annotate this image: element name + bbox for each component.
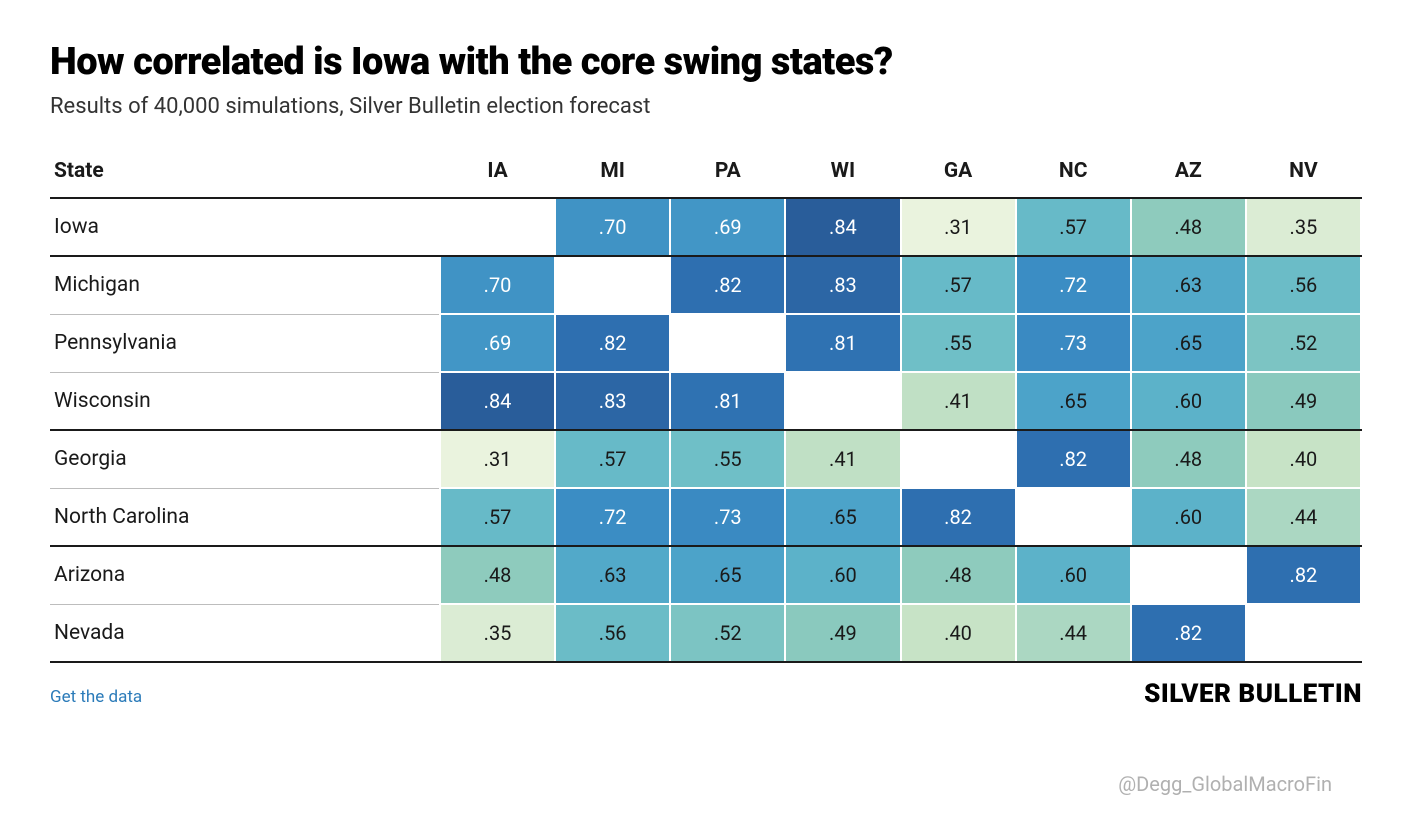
heatmap-cell [1246, 604, 1361, 662]
row-header: Michigan [50, 256, 440, 314]
heatmap-cell: .82 [1246, 546, 1361, 604]
heatmap-cell: .83 [785, 256, 900, 314]
get-the-data-link[interactable]: Get the data [50, 687, 142, 707]
row-header: Iowa [50, 198, 440, 256]
heatmap-cell: .35 [1246, 198, 1361, 256]
heatmap-cell: .63 [555, 546, 670, 604]
heatmap-cell: .60 [1131, 488, 1246, 546]
column-header: AZ [1131, 149, 1246, 198]
row-header: Georgia [50, 430, 440, 488]
page-subtitle: Results of 40,000 simulations, Silver Bu… [50, 94, 1362, 119]
column-header: IA [440, 149, 555, 198]
heatmap-cell: .65 [1016, 372, 1131, 430]
heatmap-cell: .57 [555, 430, 670, 488]
heatmap-cell: .83 [555, 372, 670, 430]
column-header: MI [555, 149, 670, 198]
heatmap-cell: .55 [901, 314, 1016, 372]
heatmap-cell: .52 [670, 604, 785, 662]
column-header: PA [670, 149, 785, 198]
heatmap-cell [785, 372, 900, 430]
heatmap-cell: .72 [1016, 256, 1131, 314]
heatmap-cell: .57 [440, 488, 555, 546]
heatmap-cell: .44 [1016, 604, 1131, 662]
heatmap-cell: .81 [670, 372, 785, 430]
heatmap-cell: .63 [1131, 256, 1246, 314]
row-header: North Carolina [50, 488, 440, 546]
correlation-heatmap: StateIAMIPAWIGANCAZNV Iowa.70.69.84.31.5… [50, 149, 1362, 663]
heatmap-cell: .82 [1131, 604, 1246, 662]
heatmap-cell: .73 [670, 488, 785, 546]
column-header-state: State [50, 149, 440, 198]
heatmap-cell: .41 [785, 430, 900, 488]
heatmap-cell: .60 [785, 546, 900, 604]
heatmap-cell: .69 [670, 198, 785, 256]
heatmap-cell: .31 [901, 198, 1016, 256]
heatmap-cell: .48 [1131, 198, 1246, 256]
heatmap-cell [1016, 488, 1131, 546]
heatmap-cell: .49 [785, 604, 900, 662]
heatmap-cell: .65 [785, 488, 900, 546]
heatmap-cell: .82 [1016, 430, 1131, 488]
heatmap-cell: .65 [1131, 314, 1246, 372]
heatmap-cell: .52 [1246, 314, 1361, 372]
heatmap-cell [555, 256, 670, 314]
heatmap-cell: .84 [440, 372, 555, 430]
heatmap-cell: .40 [1246, 430, 1361, 488]
column-header: NC [1016, 149, 1131, 198]
heatmap-cell: .35 [440, 604, 555, 662]
heatmap-cell [440, 198, 555, 256]
row-header: Nevada [50, 604, 440, 662]
heatmap-cell: .82 [901, 488, 1016, 546]
heatmap-cell: .73 [1016, 314, 1131, 372]
row-header: Wisconsin [50, 372, 440, 430]
heatmap-cell: .57 [1016, 198, 1131, 256]
column-header: GA [901, 149, 1016, 198]
heatmap-cell: .69 [440, 314, 555, 372]
heatmap-cell: .48 [901, 546, 1016, 604]
column-header: WI [785, 149, 900, 198]
heatmap-cell: .60 [1131, 372, 1246, 430]
brand-label: SILVER BULLETIN [1144, 679, 1362, 709]
heatmap-cell: .49 [1246, 372, 1361, 430]
heatmap-cell: .84 [785, 198, 900, 256]
heatmap-cell: .82 [555, 314, 670, 372]
heatmap-cell: .70 [555, 198, 670, 256]
heatmap-cell: .82 [670, 256, 785, 314]
heatmap-cell: .70 [440, 256, 555, 314]
heatmap-cell: .56 [555, 604, 670, 662]
heatmap-cell: .48 [440, 546, 555, 604]
page-title: How correlated is Iowa with the core swi… [50, 40, 1362, 84]
heatmap-cell: .57 [901, 256, 1016, 314]
heatmap-cell [901, 430, 1016, 488]
heatmap-cell: .72 [555, 488, 670, 546]
heatmap-cell: .40 [901, 604, 1016, 662]
watermark: @Degg_GlobalMacroFin [1118, 772, 1332, 796]
row-header: Arizona [50, 546, 440, 604]
heatmap-cell: .65 [670, 546, 785, 604]
heatmap-cell: .60 [1016, 546, 1131, 604]
column-header: NV [1246, 149, 1361, 198]
row-header: Pennsylvania [50, 314, 440, 372]
heatmap-cell [1131, 546, 1246, 604]
heatmap-cell: .41 [901, 372, 1016, 430]
heatmap-cell: .55 [670, 430, 785, 488]
heatmap-cell: .81 [785, 314, 900, 372]
heatmap-cell: .44 [1246, 488, 1361, 546]
heatmap-cell: .48 [1131, 430, 1246, 488]
heatmap-cell: .31 [440, 430, 555, 488]
heatmap-cell [670, 314, 785, 372]
heatmap-cell: .56 [1246, 256, 1361, 314]
